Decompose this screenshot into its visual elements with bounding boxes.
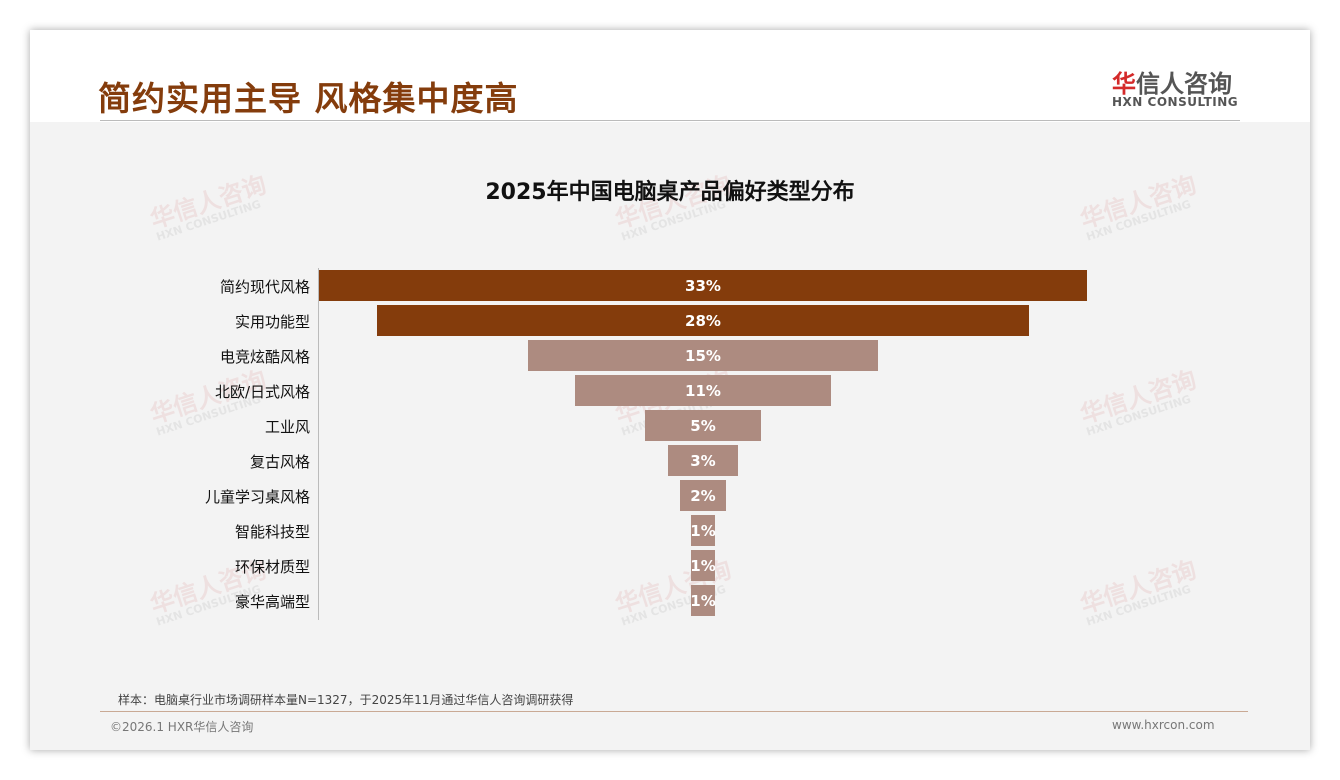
data-label: 1% [690, 556, 716, 575]
category-label: 工业风 [264, 418, 310, 436]
website-url: www.hxrcon.com [1112, 718, 1215, 732]
category-label: 电竞炫酷风格 [219, 348, 310, 366]
funnel-bar: 11% [574, 375, 832, 406]
category-label: 简约现代风格 [219, 278, 310, 296]
copyright: ©2026.1 HXR华信人咨询 [110, 720, 254, 734]
funnel-bar: 1% [690, 550, 716, 581]
category-label: 豪华高端型 [234, 593, 310, 611]
y-axis-line [318, 268, 319, 620]
logo-english: HXN CONSULTING [1112, 95, 1239, 109]
funnel-bar: 33% [318, 270, 1088, 301]
data-label: 15% [685, 346, 721, 365]
data-label: 33% [685, 276, 721, 295]
sample-note: 样本：电脑桌行业市场调研样本量N=1327，于2025年11月通过华信人咨询调研… [118, 693, 574, 707]
funnel-bar: 3% [668, 445, 738, 476]
funnel-bar: 5% [644, 410, 762, 441]
logo-red-char: 华 [1112, 70, 1136, 98]
logo: 华信人咨询 [1112, 64, 1232, 99]
funnel-bar: 28% [376, 305, 1030, 336]
data-label: 3% [690, 451, 716, 470]
data-label: 1% [690, 591, 716, 610]
data-label: 2% [690, 486, 716, 505]
category-label: 儿童学习桌风格 [204, 488, 310, 506]
category-label: 环保材质型 [234, 558, 310, 576]
category-label: 实用功能型 [234, 313, 310, 331]
category-label: 复古风格 [249, 453, 310, 471]
page-title: 简约实用主导 风格集中度高 [98, 79, 519, 118]
funnel-bar: 2% [679, 480, 727, 511]
header-divider [100, 120, 1240, 121]
funnel-bar: 15% [528, 340, 878, 371]
data-label: 28% [685, 311, 721, 330]
data-label: 1% [690, 521, 716, 540]
funnel-bar: 1% [690, 585, 716, 616]
category-label: 智能科技型 [234, 523, 310, 541]
header [30, 30, 1310, 122]
data-label: 5% [690, 416, 716, 435]
footer-divider [100, 711, 1248, 712]
category-label: 北欧/日式风格 [214, 383, 310, 401]
chart-title: 2025年中国电脑桌产品偏好类型分布 [485, 180, 855, 205]
slide: 简约实用主导 风格集中度高 华信人咨询 HXN CONSULTING 华信人咨询… [30, 30, 1310, 750]
data-label: 11% [685, 381, 721, 400]
funnel-bar: 1% [690, 515, 716, 546]
logo-text: 信人咨询 [1136, 70, 1232, 98]
